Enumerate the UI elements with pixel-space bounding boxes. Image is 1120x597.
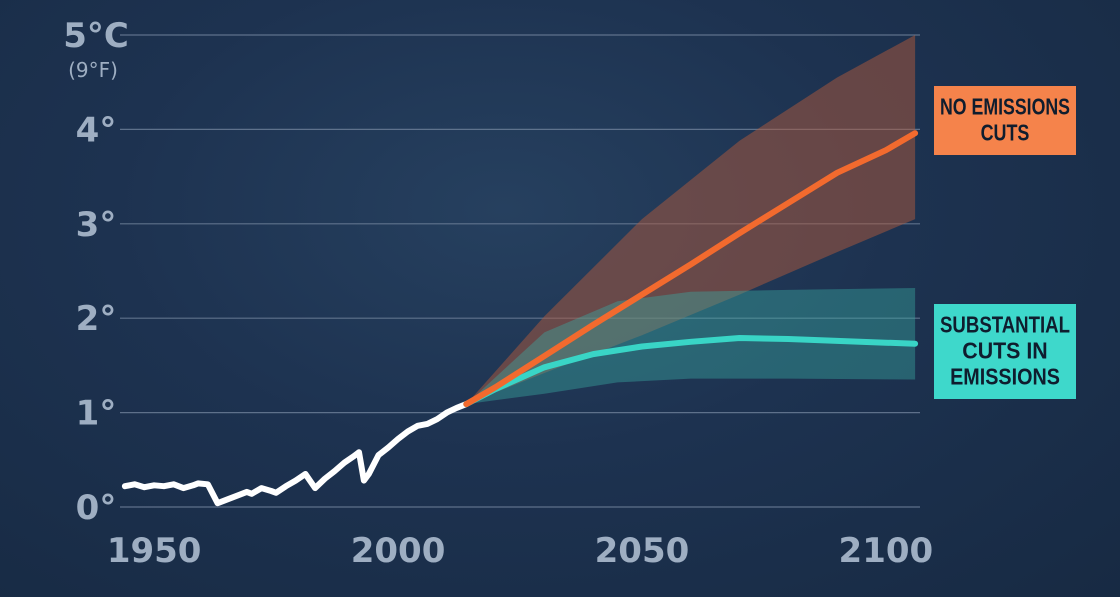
- y-tick-label: 0°: [76, 488, 117, 528]
- annotation-line: CUTS: [981, 120, 1030, 146]
- x-axis-ticks: 1950 2000 2050 2100: [107, 531, 933, 571]
- series-lines: [121, 130, 919, 507]
- grid-lines: [120, 34, 920, 508]
- x-tick-label: 1950: [107, 531, 202, 571]
- y-axis-ticks: 0° 1° 2° 3° 4° 5°C(9°F): [63, 16, 129, 528]
- annotation-line: NO EMISSIONS: [940, 94, 1070, 120]
- annotation-line: CUTS IN: [962, 338, 1047, 364]
- y-tick-label: 5°C: [63, 16, 129, 56]
- y-tick-label: 3°: [76, 205, 117, 245]
- annotation-box: [934, 86, 1076, 155]
- band-no_cuts: [466, 35, 916, 405]
- annotation-box: [934, 304, 1076, 399]
- annotation-line: SUBSTANTIAL: [940, 312, 1070, 338]
- line-historical: [121, 401, 470, 507]
- y-tick-sublabel: (9°F): [68, 58, 118, 82]
- x-tick-label: 2000: [351, 531, 446, 571]
- uncertainty-bands: [466, 35, 916, 405]
- annotation-line: EMISSIONS: [950, 364, 1060, 390]
- x-tick-label: 2100: [839, 531, 934, 571]
- band-substantial_cuts: [466, 287, 916, 405]
- y-tick-label: 2°: [76, 299, 117, 339]
- y-tick-label: 4°: [76, 110, 117, 150]
- y-tick-label: 1°: [76, 394, 117, 434]
- x-tick-label: 2050: [595, 531, 690, 571]
